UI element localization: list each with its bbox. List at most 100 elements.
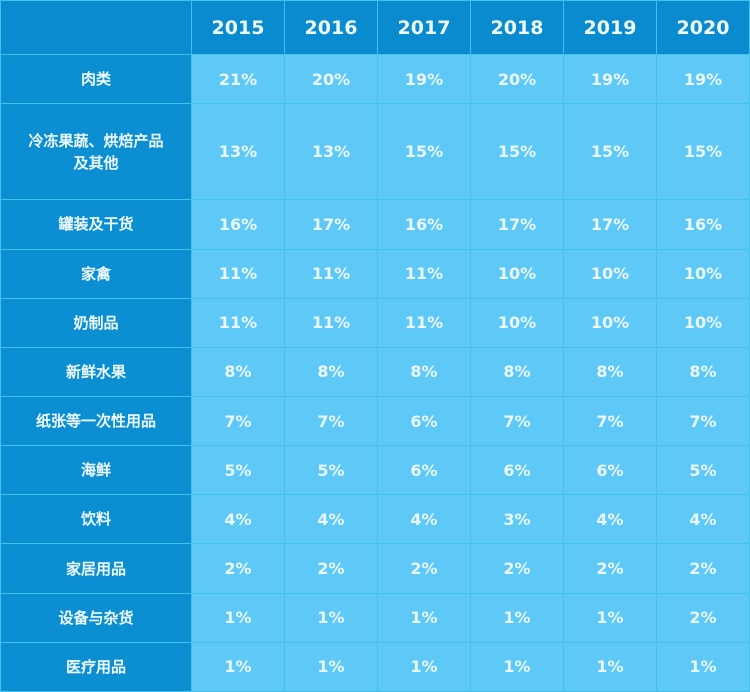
value-cell: 6% (470, 445, 564, 496)
value-cell: 15% (470, 103, 564, 201)
value-cell: 10% (563, 248, 657, 299)
value-cell: 7% (470, 395, 564, 447)
value-cell: 6% (377, 395, 471, 447)
value-cell: 20% (284, 53, 378, 105)
value-cell: 8% (191, 346, 285, 397)
value-cell: 8% (563, 346, 657, 397)
value-cell: 17% (284, 199, 378, 250)
value-cell: 15% (656, 103, 750, 201)
row-label: 医疗用品 (0, 641, 192, 692)
table-row: 海鲜 5% 5% 6% 6% 6% 5% (0, 445, 750, 496)
value-cell: 1% (656, 641, 750, 692)
row-label: 新鲜水果 (0, 346, 192, 397)
value-cell: 16% (377, 199, 471, 250)
value-cell: 7% (656, 395, 750, 447)
row-label: 罐装及干货 (0, 199, 192, 250)
value-cell: 1% (377, 592, 471, 643)
value-cell: 10% (656, 297, 750, 348)
value-cell: 10% (470, 297, 564, 348)
value-cell: 11% (191, 297, 285, 348)
corner-cell (0, 0, 192, 55)
row-label: 饮料 (0, 494, 192, 545)
value-cell: 5% (656, 445, 750, 496)
value-cell: 7% (191, 395, 285, 447)
value-cell: 16% (656, 199, 750, 250)
value-cell: 2% (656, 592, 750, 643)
table-row: 设备与杂货 1% 1% 1% 1% 1% 2% (0, 592, 750, 643)
row-label: 家禽 (0, 248, 192, 299)
value-cell: 2% (191, 543, 285, 594)
value-cell: 11% (377, 248, 471, 299)
table-body: 肉类 21% 20% 19% 20% 19% 19% 冷冻果蔬、烘焙产品 及其他 13% 13% 1… (0, 53, 750, 692)
value-cell: 19% (656, 53, 750, 105)
value-cell: 5% (191, 445, 285, 496)
value-cell: 11% (284, 297, 378, 348)
value-cell: 4% (377, 494, 471, 545)
table-row: 纸张等一次性用品 7% 7% 6% 7% 7% 7% (0, 395, 750, 447)
value-cell: 8% (284, 346, 378, 397)
value-cell: 1% (191, 641, 285, 692)
value-cell: 6% (563, 445, 657, 496)
value-cell: 19% (563, 53, 657, 105)
value-cell: 19% (377, 53, 471, 105)
table-row: 罐装及干货 16% 17% 16% 17% 17% 16% (0, 199, 750, 250)
value-cell: 1% (191, 592, 285, 643)
value-cell: 11% (377, 297, 471, 348)
row-label: 设备与杂货 (0, 592, 192, 643)
value-cell: 8% (377, 346, 471, 397)
value-cell: 4% (656, 494, 750, 545)
value-cell: 15% (563, 103, 657, 201)
value-cell: 4% (563, 494, 657, 545)
value-cell: 21% (191, 53, 285, 105)
value-cell: 13% (284, 103, 378, 201)
value-cell: 2% (656, 543, 750, 594)
value-cell: 11% (191, 248, 285, 299)
value-cell: 1% (470, 641, 564, 692)
value-cell: 2% (284, 543, 378, 594)
table-row: 肉类 21% 20% 19% 20% 19% 19% (0, 53, 750, 105)
value-cell: 11% (284, 248, 378, 299)
value-cell: 4% (191, 494, 285, 545)
value-cell: 16% (191, 199, 285, 250)
column-header-2020: 2020 (656, 0, 750, 55)
value-cell: 7% (563, 395, 657, 447)
value-cell: 10% (563, 297, 657, 348)
value-cell: 15% (377, 103, 471, 201)
value-cell: 1% (377, 641, 471, 692)
column-header-2019: 2019 (563, 0, 657, 55)
table-row: 新鲜水果 8% 8% 8% 8% 8% 8% (0, 346, 750, 397)
table-row: 饮料 4% 4% 4% 3% 4% 4% (0, 494, 750, 545)
column-header-2016: 2016 (284, 0, 378, 55)
value-cell: 8% (656, 346, 750, 397)
value-cell: 5% (284, 445, 378, 496)
value-cell: 1% (284, 592, 378, 643)
value-cell: 2% (377, 543, 471, 594)
column-header-2015: 2015 (191, 0, 285, 55)
value-cell: 10% (656, 248, 750, 299)
value-cell: 1% (470, 592, 564, 643)
table-row: 奶制品 11% 11% 11% 10% 10% 10% (0, 297, 750, 348)
column-header-2017: 2017 (377, 0, 471, 55)
value-cell: 10% (470, 248, 564, 299)
value-cell: 6% (377, 445, 471, 496)
row-label: 纸张等一次性用品 (0, 395, 192, 447)
row-label: 海鲜 (0, 445, 192, 496)
value-cell: 20% (470, 53, 564, 105)
value-cell: 4% (284, 494, 378, 545)
row-label: 家居用品 (0, 543, 192, 594)
value-cell: 17% (563, 199, 657, 250)
value-cell: 2% (470, 543, 564, 594)
value-cell: 2% (563, 543, 657, 594)
table-row: 家居用品 2% 2% 2% 2% 2% 2% (0, 543, 750, 594)
value-cell: 7% (284, 395, 378, 447)
table-row: 医疗用品 1% 1% 1% 1% 1% 1% (0, 641, 750, 692)
table-row: 冷冻果蔬、烘焙产品 及其他 13% 13% 15% 15% 15% 15% (0, 103, 750, 201)
value-cell: 3% (470, 494, 564, 545)
row-label: 冷冻果蔬、烘焙产品 及其他 (0, 103, 192, 201)
value-cell: 8% (470, 346, 564, 397)
table-row: 家禽 11% 11% 11% 10% 10% 10% (0, 248, 750, 299)
value-cell: 1% (563, 641, 657, 692)
value-cell: 13% (191, 103, 285, 201)
value-cell: 1% (284, 641, 378, 692)
